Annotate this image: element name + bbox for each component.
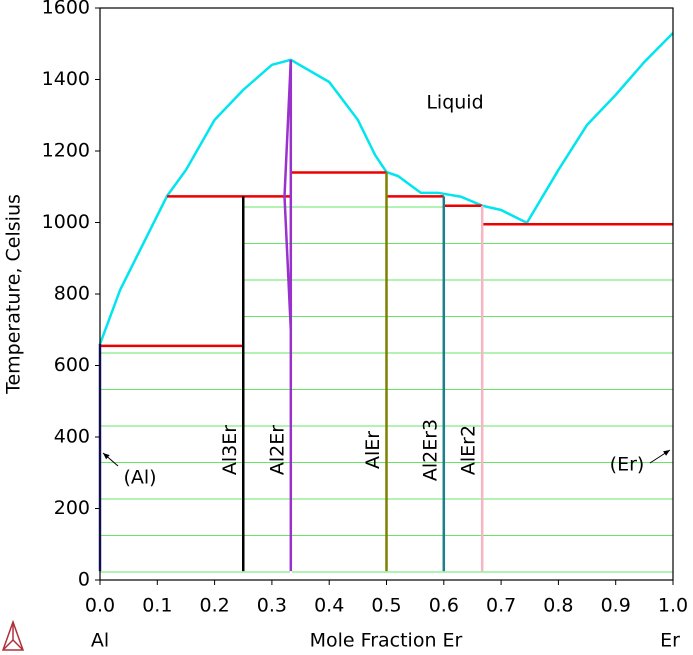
phase-label: AlEr2 (458, 425, 480, 475)
phase-boundary (283, 59, 293, 572)
x-tick-label: 0.4 (314, 595, 344, 617)
x-tick-label: 0.5 (371, 595, 401, 617)
annotation: Liquid (426, 92, 483, 114)
y-tick-label: 1000 (42, 211, 90, 233)
phase-label: AlEr (362, 431, 384, 469)
x-left-label: Al (91, 630, 109, 652)
phase-label: Al2Er3 (419, 419, 441, 481)
x-tick-label: 0.8 (543, 595, 573, 617)
y-tick-label: 600 (54, 354, 90, 376)
x-tick-label: 0.6 (429, 595, 459, 617)
phase-label: Al2Er (266, 425, 288, 475)
y-tick-label: 0 (78, 569, 90, 591)
x-tick-label: 0.7 (486, 595, 516, 617)
y-tick-label: 1600 (42, 0, 90, 19)
annotation: (Al) (123, 467, 156, 489)
arrow-head (663, 450, 670, 456)
y-tick-label: 1200 (42, 140, 90, 162)
arrow-head (103, 453, 110, 460)
logo (1, 619, 25, 651)
phase-boundary (98, 32, 674, 345)
x-tick-label: 0.0 (85, 595, 115, 617)
plot (98, 32, 674, 572)
y-axis-label: Temperature, Celsius (3, 194, 25, 395)
phase-label: Al3Er (219, 425, 241, 475)
x-tick-label: 0.1 (142, 595, 172, 617)
tie-lines (100, 206, 673, 573)
x-tick-label: 0.3 (257, 595, 287, 617)
y-tick-label: 400 (54, 426, 90, 448)
y-tick-label: 800 (54, 283, 90, 305)
x-axis-label: Mole Fraction Er (310, 630, 463, 652)
x-tick-label: 1.0 (658, 595, 688, 617)
x-tick-label: 0.9 (601, 595, 631, 617)
y-tick-label: 1400 (42, 68, 90, 90)
x-right-label: Er (660, 630, 680, 652)
x-tick-label: 0.2 (199, 595, 229, 617)
annotation: (Er) (610, 454, 645, 476)
y-tick-label: 200 (54, 497, 90, 519)
